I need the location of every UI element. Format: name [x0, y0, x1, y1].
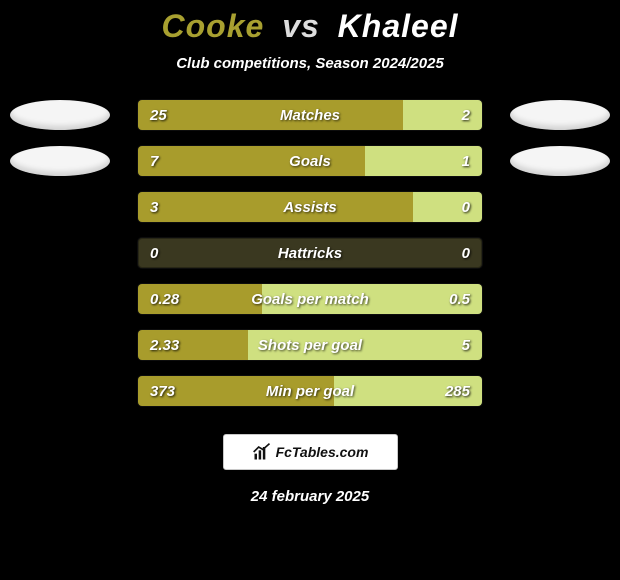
fill-right: [334, 376, 482, 406]
date-text: 24 february 2025: [0, 488, 620, 505]
stat-bar: 0 0Hattricks: [138, 238, 482, 268]
player1-name: Cooke: [162, 8, 265, 44]
fill-right: [413, 192, 482, 222]
team-crest-left: [10, 100, 110, 130]
team-crest-right: [510, 146, 610, 176]
stat-row: 30Assists: [0, 186, 620, 232]
stat-bar: 252Matches: [138, 100, 482, 130]
fill-left: [138, 146, 365, 176]
fill-left: [138, 100, 403, 130]
stat-label: Hattricks: [138, 238, 482, 268]
stat-value-right: 0: [450, 238, 482, 268]
stat-bar: 30Assists: [138, 192, 482, 222]
branding-text: FcTables.com: [276, 444, 369, 460]
title: Cooke vs Khaleel: [0, 8, 620, 45]
subtitle: Club competitions, Season 2024/2025: [0, 55, 620, 72]
chart-icon: [252, 442, 272, 462]
stat-row: 2.335Shots per goal: [0, 324, 620, 370]
branding-badge[interactable]: FcTables.com: [223, 434, 398, 470]
stat-row: 252Matches: [0, 94, 620, 140]
stat-bar: 373285Min per goal: [138, 376, 482, 406]
player2-name: Khaleel: [338, 8, 459, 44]
stat-row: 71Goals: [0, 140, 620, 186]
vs-text: vs: [282, 8, 320, 44]
fill-right: [365, 146, 482, 176]
team-crest-left: [10, 146, 110, 176]
stat-row: 0 0Hattricks: [0, 232, 620, 278]
stat-row: 373285Min per goal: [0, 370, 620, 416]
team-crest-right: [510, 100, 610, 130]
stat-bar: 71Goals: [138, 146, 482, 176]
fill-right: [248, 330, 482, 360]
stat-row: 0.280.5Goals per match: [0, 278, 620, 324]
fill-left: [138, 192, 413, 222]
stat-value-left: 0: [138, 238, 170, 268]
fill-right: [403, 100, 482, 130]
stats-rows: 252Matches 71Goals 30Assists 0 0Hattricks 0.2…: [0, 94, 620, 416]
stat-bar: 0.280.5Goals per match: [138, 284, 482, 314]
stat-bar: 2.335Shots per goal: [138, 330, 482, 360]
comparison-card: Cooke vs Khaleel Club competitions, Seas…: [0, 0, 620, 580]
fill-left: [138, 284, 262, 314]
fill-right: [262, 284, 482, 314]
fill-left: [138, 330, 248, 360]
fill-left: [138, 376, 334, 406]
